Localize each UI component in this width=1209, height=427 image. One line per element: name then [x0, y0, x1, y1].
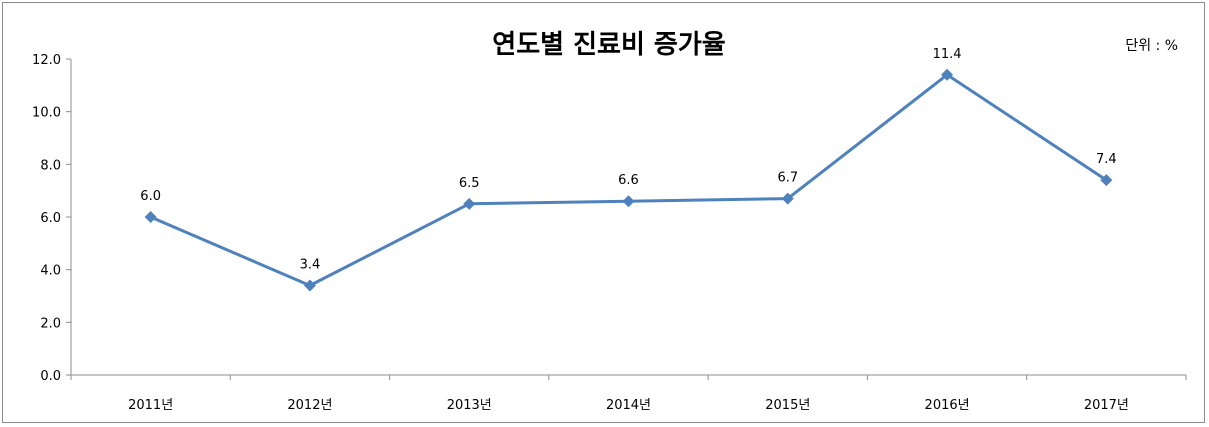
x-tick-label: 2015년: [765, 398, 810, 413]
y-tick-label: 8.0: [40, 158, 61, 173]
data-label: 11.4: [933, 47, 962, 62]
data-point-marker: [622, 195, 635, 208]
data-label: 3.4: [300, 257, 321, 272]
y-tick-label: 4.0: [40, 264, 61, 279]
x-tick-label: 2017년: [1084, 398, 1129, 413]
data-label: 6.7: [777, 171, 798, 186]
x-tick-label: 2013년: [447, 398, 492, 413]
y-tick-label: 6.0: [40, 211, 61, 226]
data-point-marker: [303, 279, 316, 292]
y-tick-label: 10.0: [32, 106, 61, 121]
data-point-marker: [941, 68, 954, 81]
data-point-marker: [463, 197, 476, 210]
chart-title: 연도별 진료비 증가율: [492, 30, 725, 60]
x-tick-label: 2011년: [128, 398, 173, 413]
data-label: 7.4: [1096, 152, 1117, 167]
data-point-marker: [781, 192, 794, 205]
y-tick-label: 12.0: [32, 53, 61, 68]
x-tick-label: 2014년: [606, 398, 651, 413]
unit-label: 단위 : %: [1125, 38, 1178, 54]
line-chart: 연도별 진료비 증가율 단위 : % 0.0 2.0 4.0 6.0 8.0 10.0 12…: [32, 30, 1187, 413]
axes: 0.0 2.0 4.0 6.0 8.0 10.0 12.0 2011년 2012년 2013년 20…: [32, 53, 1187, 413]
series-line: [144, 68, 1113, 292]
y-tick-label: 0.0: [40, 369, 61, 384]
data-point-marker: [144, 211, 157, 223]
y-tick-label: 2.0: [40, 316, 61, 331]
data-point-marker: [1100, 174, 1113, 187]
data-label: 6.6: [618, 173, 639, 188]
x-tick-label: 2016년: [925, 398, 970, 413]
x-tick-label: 2012년: [287, 398, 332, 413]
data-labels: 6.0 3.4 6.5 6.6 6.7 11.4 7.4: [140, 47, 1116, 273]
data-label: 6.0: [140, 189, 161, 204]
data-label: 6.5: [459, 176, 480, 191]
